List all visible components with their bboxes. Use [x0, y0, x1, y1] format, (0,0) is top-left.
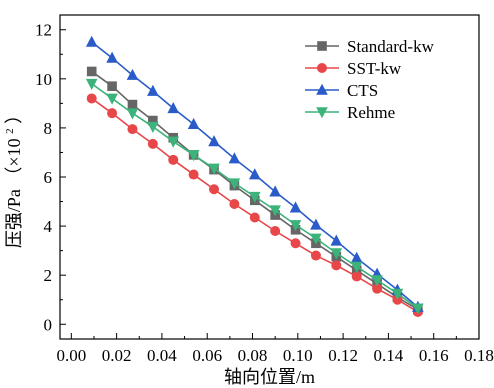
- legend-swatch-marker: [317, 63, 327, 73]
- data-point-rehme: [126, 108, 139, 120]
- data-point-cts: [85, 35, 98, 47]
- data-point-rehme: [106, 93, 118, 105]
- y-tick-label: 4: [44, 217, 53, 236]
- plot-frame: [59, 14, 480, 340]
- data-point-rehme: [391, 288, 404, 300]
- legend-swatch-marker: [316, 83, 328, 95]
- data-point-cts: [167, 101, 180, 114]
- data-point-sst-kw: [372, 283, 383, 294]
- legend-label: Standard-kw: [347, 37, 435, 56]
- data-point-sst-kw: [188, 169, 199, 180]
- data-point-cts: [248, 168, 261, 180]
- axes: 0.00 0.02 0.04 0.06 0.08 0.10 0.12 0.14 0.16 0.18…: [35, 14, 494, 365]
- data-point-rehme: [85, 78, 98, 91]
- data-point-sst-kw: [127, 124, 138, 135]
- y-tick-label: 10: [35, 70, 52, 89]
- data-point-rehme: [350, 261, 363, 273]
- x-axis-title: 轴向位置/m: [224, 367, 315, 387]
- data-point-rehme: [412, 303, 424, 315]
- x-tick-label: 0.18: [464, 346, 494, 365]
- x-tick-label: 0.04: [147, 346, 177, 365]
- y-axis-title-main: 压强/Pa: [4, 189, 24, 248]
- data-point-rehme: [248, 191, 261, 203]
- legend-swatch-marker: [316, 107, 328, 119]
- y-tick-label: 2: [44, 266, 53, 285]
- data-point-sst-kw: [229, 199, 240, 209]
- data-point-rehme: [269, 205, 281, 217]
- legend-label: CTS: [347, 81, 378, 100]
- legend-item-rehme: Rehme: [305, 103, 395, 122]
- y-axis-title: 压强/Pa （×10 2 ）: [0, 106, 24, 248]
- x-tick-label: 0.08: [238, 346, 268, 365]
- data-point-cts: [310, 218, 322, 230]
- data-point-cts: [350, 251, 363, 263]
- data-point-rehme: [289, 220, 302, 232]
- series-rehme: [85, 78, 424, 315]
- x-tick-label: 0.10: [283, 346, 313, 365]
- y-tick-label: 6: [44, 168, 53, 187]
- y-axis-title-unit-exponent: 2: [4, 128, 16, 134]
- y-axis-title-unit-suffix: ）: [4, 106, 24, 124]
- data-point-sst-kw: [168, 154, 179, 165]
- x-tick-label: 0.12: [328, 346, 358, 365]
- data-point-sst-kw: [290, 238, 301, 249]
- data-point-rehme: [310, 233, 322, 245]
- data-point-rehme: [208, 163, 220, 175]
- data-point-sst-kw: [310, 250, 321, 261]
- data-point-cts: [289, 201, 302, 213]
- series-layer: [85, 35, 424, 317]
- data-point-rehme: [167, 136, 180, 148]
- data-point-standard-kw: [148, 115, 158, 126]
- data-point-rehme: [371, 275, 383, 287]
- legend-item-sst-kw: SST-kw: [305, 59, 402, 78]
- data-point-rehme: [187, 150, 200, 162]
- data-point-rehme: [147, 121, 159, 133]
- x-tick-label: 0.14: [374, 346, 404, 365]
- y-axis-title-unit-prefix: （×10: [4, 138, 24, 184]
- legend-item-standard-kw: Standard-kw: [305, 37, 435, 56]
- x-tick-label: 0.16: [419, 346, 449, 365]
- legend-label: SST-kw: [347, 59, 402, 78]
- data-point-standard-kw: [127, 99, 138, 110]
- data-point-sst-kw: [147, 138, 158, 149]
- y-tick-label: 0: [44, 315, 53, 334]
- data-point-cts: [187, 117, 200, 130]
- x-tick-label: 0.00: [56, 346, 86, 365]
- y-tick-label: 12: [35, 21, 52, 40]
- data-point-sst-kw: [331, 260, 342, 271]
- series-line-sst-kw: [91, 97, 419, 313]
- data-point-cts: [126, 68, 139, 80]
- data-point-sst-kw: [86, 93, 97, 104]
- data-point-standard-kw: [107, 81, 117, 91]
- data-point-cts: [106, 51, 118, 63]
- x-tick-label: 0.06: [192, 346, 222, 365]
- data-point-sst-kw: [107, 108, 118, 119]
- legend: Standard-kw SST-kw CTS Rehme: [305, 37, 435, 122]
- legend-label: Rehme: [347, 103, 395, 122]
- data-point-sst-kw: [351, 271, 362, 282]
- data-point-sst-kw: [270, 226, 281, 236]
- data-point-sst-kw: [249, 212, 260, 223]
- legend-item-cts: CTS: [305, 81, 378, 100]
- data-point-cts: [269, 185, 281, 197]
- data-point-cts: [228, 152, 241, 164]
- data-point-cts: [330, 234, 343, 246]
- legend-swatch-marker: [317, 41, 327, 51]
- data-point-standard-kw: [86, 66, 97, 77]
- data-point-rehme: [228, 178, 241, 190]
- series-sst-kw: [86, 93, 423, 317]
- y-tick-label: 8: [44, 119, 53, 138]
- x-tick-label: 0.02: [102, 346, 132, 365]
- data-point-rehme: [330, 248, 343, 260]
- data-point-cts: [208, 135, 220, 147]
- data-point-cts: [147, 84, 159, 96]
- data-point-sst-kw: [209, 184, 220, 195]
